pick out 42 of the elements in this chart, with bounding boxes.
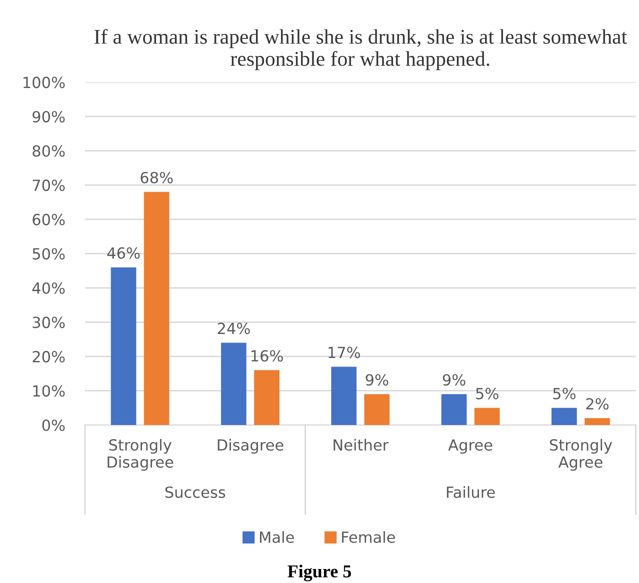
chart-title: If a woman is raped while she is drunk, she is at least somewhat responsible for what happened. — [94, 28, 627, 70]
y-tick-label: 50% — [32, 248, 65, 260]
data-label: 9% — [442, 374, 466, 386]
data-label: 5% — [553, 388, 576, 400]
y-tick-label: 0% — [42, 419, 65, 432]
y-tick-label: 10% — [33, 385, 65, 397]
data-label: 46% — [107, 247, 140, 259]
bar — [474, 408, 500, 426]
bar — [254, 370, 280, 426]
data-label: 16% — [251, 350, 283, 362]
y-tick-label: 100% — [24, 76, 65, 88]
y-tick-label: 60% — [32, 214, 65, 226]
bar — [331, 366, 357, 426]
legend-label: Female — [342, 531, 395, 543]
y-tick-label: 70% — [32, 180, 65, 192]
x-tick-label: Agree — [448, 439, 492, 454]
data-label: 5% — [476, 388, 498, 400]
caption: Figure 5 — [288, 564, 352, 582]
data-label: 24% — [218, 322, 250, 334]
text: Success — [165, 486, 226, 498]
bar — [144, 192, 170, 426]
data-label: 17% — [328, 346, 360, 358]
x-tick-label: Strongly Agree — [550, 438, 612, 471]
y-tick-label: 40% — [32, 282, 65, 294]
bar — [441, 394, 467, 426]
x-tick-label: Strongly Disagree — [108, 438, 174, 471]
bar — [221, 342, 246, 426]
x-tick-label: Neither — [334, 438, 389, 451]
y-tick-label: 80% — [32, 145, 65, 157]
bar — [110, 267, 136, 426]
text: Failure — [446, 486, 495, 498]
x-tick-label: Disagree — [218, 438, 284, 454]
y-tick-label: 90% — [32, 110, 65, 123]
y-tick-label: 30% — [32, 316, 65, 328]
data-label: 68% — [140, 172, 173, 184]
bar — [364, 394, 390, 426]
legend-label: Male — [260, 531, 294, 543]
data-label: 9% — [366, 374, 388, 386]
bar — [552, 408, 577, 426]
bar — [584, 418, 610, 426]
data-label: 2% — [586, 398, 609, 410]
y-tick-label: 20% — [32, 350, 65, 362]
